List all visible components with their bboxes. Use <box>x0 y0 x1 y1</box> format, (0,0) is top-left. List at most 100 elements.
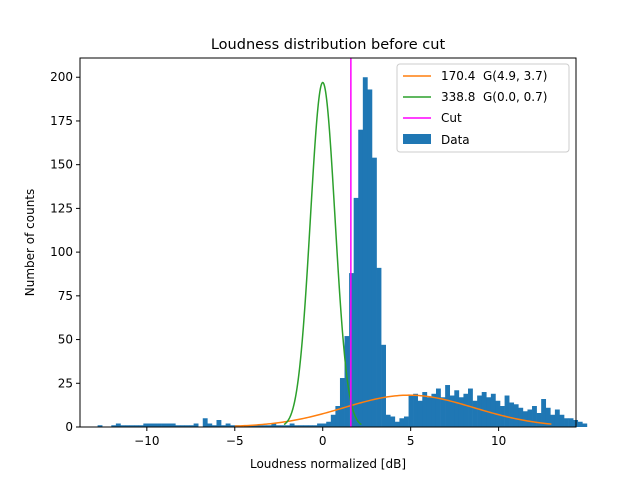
histogram-bar <box>541 399 547 427</box>
histogram-bar <box>399 418 405 427</box>
histogram-bar <box>390 416 396 427</box>
histogram-bar <box>221 425 226 427</box>
histogram-bar <box>417 400 423 427</box>
histogram-bar <box>157 423 162 427</box>
histogram-bars <box>97 77 588 428</box>
histogram-bar <box>120 425 126 427</box>
histogram-bar <box>189 425 194 427</box>
histogram-bar <box>321 423 327 427</box>
chart-title: Loudness distribution before cut <box>211 37 446 53</box>
histogram-bar <box>97 425 103 427</box>
histogram-bar <box>353 197 359 427</box>
histogram-bar <box>216 420 222 427</box>
histogram-bar <box>477 395 483 427</box>
x-tick-label: 5 <box>407 434 415 448</box>
histogram-bar <box>564 418 569 427</box>
legend-box <box>396 63 570 153</box>
y-tick-label: 75 <box>58 289 73 303</box>
histogram-bar <box>472 400 478 427</box>
y-tick-label: 50 <box>58 333 73 347</box>
histogram-bar <box>266 425 272 427</box>
histogram-bar <box>285 425 290 427</box>
histogram-bar <box>422 392 428 427</box>
x-axis-ticks: −10 −5 0 5 10 <box>134 427 506 448</box>
histogram-bar <box>522 411 528 427</box>
histogram-bar <box>394 421 400 427</box>
histogram-bar <box>413 393 418 427</box>
histogram-bar <box>550 414 556 427</box>
histogram-bar <box>147 423 153 427</box>
histogram-bar <box>518 407 524 427</box>
histogram-bar <box>248 425 254 427</box>
y-tick-label: 0 <box>65 420 73 434</box>
histogram-bar <box>143 423 149 427</box>
y-tick-label: 100 <box>50 245 73 259</box>
histogram-bar <box>262 425 268 427</box>
histogram-bar <box>307 425 313 427</box>
histogram-bar <box>463 393 469 427</box>
legend: 170.4 G(4.9, 3.7) 338.8 G(0.0, 0.7) Cut … <box>396 63 570 153</box>
histogram-bar <box>298 425 304 427</box>
y-tick-label: 200 <box>50 70 73 84</box>
histogram-bar <box>317 423 322 427</box>
y-tick-label: 175 <box>50 114 73 128</box>
y-tick-label: 25 <box>58 376 73 390</box>
histogram-bar <box>509 402 515 427</box>
histogram-bar <box>175 425 181 427</box>
fit-lines <box>234 58 552 427</box>
histogram-bar <box>500 406 505 427</box>
histogram-bar <box>435 388 441 427</box>
legend-label-fit-narrow: 338.8 G(0.0, 0.7) <box>441 90 547 104</box>
histogram-bar <box>468 388 473 427</box>
plot-frame <box>79 57 577 428</box>
histogram-bar <box>330 414 336 427</box>
histogram-bar <box>559 414 565 427</box>
histogram-bar <box>125 425 130 427</box>
x-tick-label: −5 <box>226 434 244 448</box>
histogram-bar <box>532 406 537 427</box>
gaussian-fit-line <box>283 81 362 426</box>
x-axis-label: Loudness normalized [dB] <box>250 457 406 471</box>
histogram-bar <box>371 157 377 427</box>
histogram-bar <box>225 423 231 427</box>
histogram-bar <box>454 390 460 427</box>
y-tick-label: 125 <box>50 201 73 215</box>
x-tick-label: 10 <box>491 434 506 448</box>
legend-label-fit-wide: 170.4 G(4.9, 3.7) <box>441 69 547 83</box>
histogram-bar <box>179 425 185 427</box>
histogram-bar <box>536 413 542 427</box>
histogram-bar <box>481 392 487 427</box>
histogram-bar <box>504 395 510 427</box>
legend-label-data: Data <box>441 133 470 147</box>
histogram-bar <box>271 423 277 427</box>
histogram-bar <box>111 425 117 427</box>
histogram-bar <box>577 421 583 427</box>
histogram-bar <box>152 423 158 427</box>
histogram-bar <box>184 425 190 427</box>
histogram-bar <box>161 423 167 427</box>
histogram-bar <box>339 378 345 427</box>
y-axis-ticks: 0 25 50 75 100 125 150 175 200 <box>50 70 80 434</box>
histogram-bar <box>403 416 409 427</box>
histogram-bar <box>376 267 382 427</box>
histogram-bar <box>445 385 451 427</box>
histogram-bar <box>408 395 414 427</box>
histogram-bar <box>253 425 258 427</box>
histogram-bar <box>211 425 217 427</box>
legend-swatch-data <box>403 134 431 144</box>
histogram-bar <box>554 409 560 427</box>
histogram-bar <box>275 425 281 427</box>
histogram-bar <box>289 423 295 427</box>
histogram-bar <box>202 418 208 427</box>
x-tick-label: 0 <box>319 434 327 448</box>
histogram-bar <box>431 393 437 427</box>
histogram-bar <box>326 421 332 427</box>
histogram-bar <box>134 425 140 427</box>
histogram-bar <box>312 425 318 427</box>
histogram-bar <box>335 406 341 427</box>
histogram-bar <box>545 407 551 427</box>
histogram-bar <box>138 425 144 427</box>
histogram-bar <box>513 404 519 427</box>
histogram-bar <box>230 425 236 427</box>
